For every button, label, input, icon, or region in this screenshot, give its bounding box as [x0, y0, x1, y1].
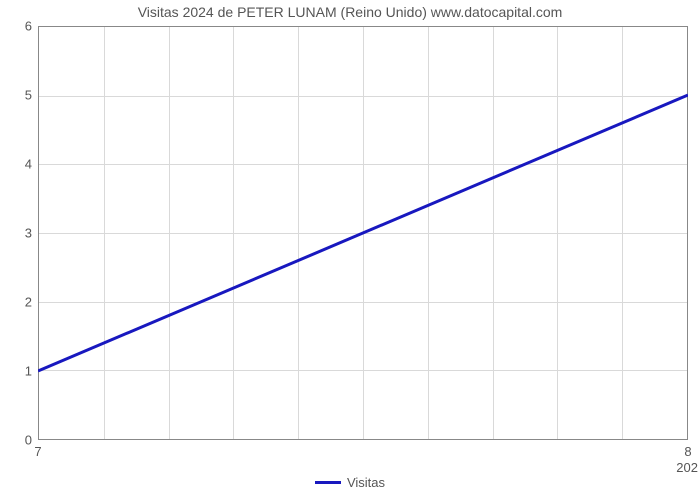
ytick-label: 0	[0, 433, 32, 448]
gridline-horizontal	[39, 164, 687, 165]
gridline-horizontal	[39, 370, 687, 371]
chart-container: Visitas 2024 de PETER LUNAM (Reino Unido…	[0, 0, 700, 500]
legend: Visitas	[0, 471, 700, 490]
ytick-label: 2	[0, 295, 32, 310]
gridline-horizontal	[39, 302, 687, 303]
ytick-label: 1	[0, 364, 32, 379]
xtick-label: 7	[34, 444, 41, 459]
legend-item: Visitas	[315, 475, 385, 490]
gridline-horizontal	[39, 96, 687, 97]
ytick-label: 3	[0, 226, 32, 241]
legend-swatch	[315, 481, 341, 484]
xtick-label: 8	[684, 444, 691, 459]
ytick-label: 5	[0, 88, 32, 103]
gridline-horizontal	[39, 233, 687, 234]
legend-label: Visitas	[347, 475, 385, 490]
ytick-label: 6	[0, 19, 32, 34]
ytick-label: 4	[0, 157, 32, 172]
plot-area	[38, 26, 688, 440]
chart-title: Visitas 2024 de PETER LUNAM (Reino Unido…	[0, 4, 700, 20]
